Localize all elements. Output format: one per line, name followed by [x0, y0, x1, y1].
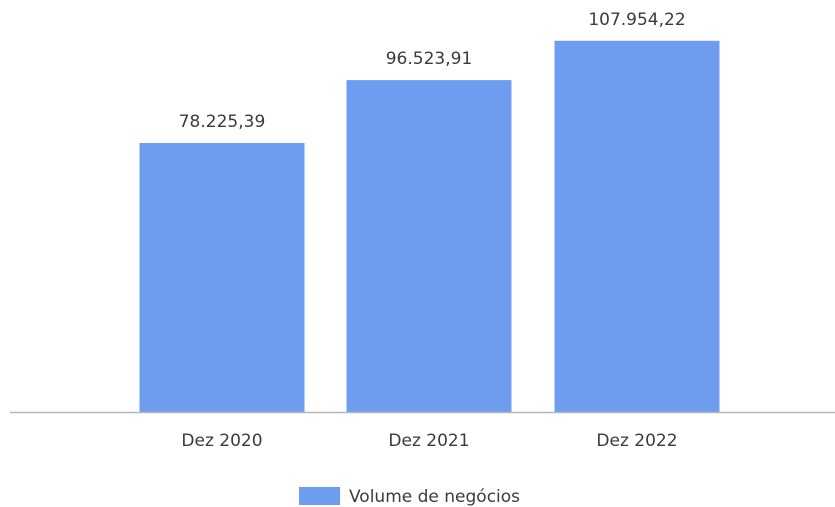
- legend-label: Volume de negócios: [349, 487, 520, 507]
- bar-dez-2020: [139, 143, 305, 412]
- data-label: 96.523,91: [386, 49, 473, 69]
- data-labels-layer: 78.225,39 96.523,91 107.954,22: [179, 10, 686, 132]
- x-tick-label: Dez 2021: [388, 431, 469, 451]
- bars-layer: [139, 40, 720, 412]
- x-tick-label: Dez 2022: [596, 431, 677, 451]
- data-label: 78.225,39: [179, 112, 266, 132]
- data-label: 107.954,22: [588, 10, 685, 30]
- legend-swatch: [299, 487, 340, 505]
- bar-dez-2021: [346, 80, 512, 412]
- x-tick-labels-layer: Dez 2020 Dez 2021 Dez 2022: [181, 431, 677, 451]
- bar-dez-2022: [554, 40, 720, 412]
- x-tick-label: Dez 2020: [181, 431, 262, 451]
- legend: Volume de negócios: [299, 487, 520, 507]
